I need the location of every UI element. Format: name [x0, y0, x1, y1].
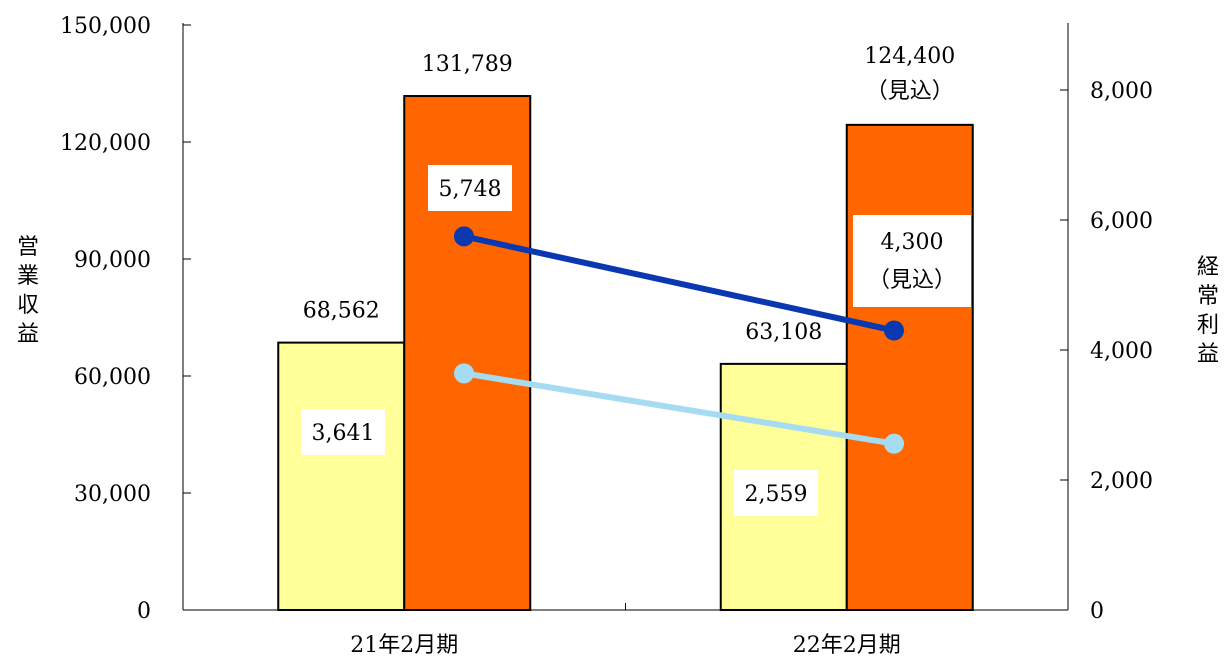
right-tick-label: 0 — [1090, 599, 1104, 624]
left-axis-title: 営業収益 — [17, 235, 39, 347]
left-tick-label: 90,000 — [74, 248, 151, 273]
bar-data-label: 63,108 — [745, 320, 822, 345]
line-data-label: 3,641 — [312, 421, 375, 446]
left-tick-label: 30,000 — [74, 482, 151, 507]
line-series-2 — [463, 233, 895, 334]
right-tick-label: 8,000 — [1090, 79, 1153, 104]
category-label: 22年2月期 — [793, 633, 901, 658]
line-point-1-2 — [884, 433, 904, 454]
line-label-box — [428, 165, 512, 211]
left-tick-label: 150,000 — [60, 14, 151, 39]
bar-data-label: 124,400 — [864, 44, 955, 69]
line-label-box — [301, 409, 385, 455]
line-point-2-2 — [884, 320, 904, 341]
category-label: 21年2月期 — [350, 633, 458, 658]
line-data-label: 4,300 — [881, 230, 944, 255]
right-axis-title: 経常利益 — [1197, 255, 1219, 367]
bar-data-label: 68,562 — [303, 299, 380, 324]
bar-data-label-note: （見込） — [866, 79, 954, 104]
line-point-2-1 — [454, 226, 474, 247]
bar-1-1 — [277, 341, 406, 611]
line-data-label: 5,748 — [439, 177, 502, 202]
line-label-box — [853, 215, 971, 307]
line-series-1 — [463, 370, 895, 447]
line-point-1-1 — [454, 363, 474, 384]
bar-data-label: 131,789 — [422, 52, 513, 77]
right-tick-label: 6,000 — [1090, 209, 1153, 234]
line-data-label-note: （見込） — [868, 268, 956, 293]
left-tick-label: 120,000 — [60, 131, 151, 156]
line-data-label: 2,559 — [745, 482, 808, 507]
right-tick-label: 2,000 — [1090, 469, 1153, 494]
right-tick-label: 4,000 — [1090, 339, 1153, 364]
left-tick-label: 60,000 — [74, 365, 151, 390]
left-tick-label: 0 — [137, 599, 151, 624]
line-label-box — [734, 470, 818, 516]
bar-2-2 — [845, 123, 974, 611]
